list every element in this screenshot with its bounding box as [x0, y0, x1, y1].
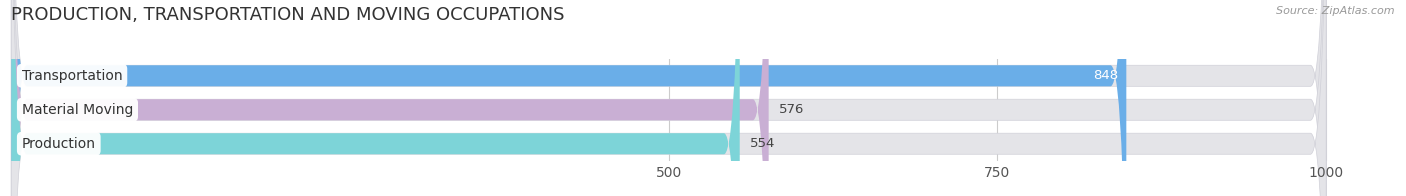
Text: 848: 848	[1094, 69, 1118, 82]
Text: Source: ZipAtlas.com: Source: ZipAtlas.com	[1277, 6, 1395, 16]
FancyBboxPatch shape	[11, 0, 1326, 196]
Text: Transportation: Transportation	[21, 69, 122, 83]
FancyBboxPatch shape	[11, 0, 1126, 196]
Text: Production: Production	[21, 137, 96, 151]
Text: 554: 554	[751, 137, 776, 150]
Text: Material Moving: Material Moving	[21, 103, 134, 117]
FancyBboxPatch shape	[11, 0, 1326, 196]
Text: PRODUCTION, TRANSPORTATION AND MOVING OCCUPATIONS: PRODUCTION, TRANSPORTATION AND MOVING OC…	[11, 6, 565, 24]
Text: 576: 576	[779, 103, 804, 116]
FancyBboxPatch shape	[11, 0, 1326, 196]
FancyBboxPatch shape	[11, 0, 740, 196]
FancyBboxPatch shape	[11, 0, 769, 196]
